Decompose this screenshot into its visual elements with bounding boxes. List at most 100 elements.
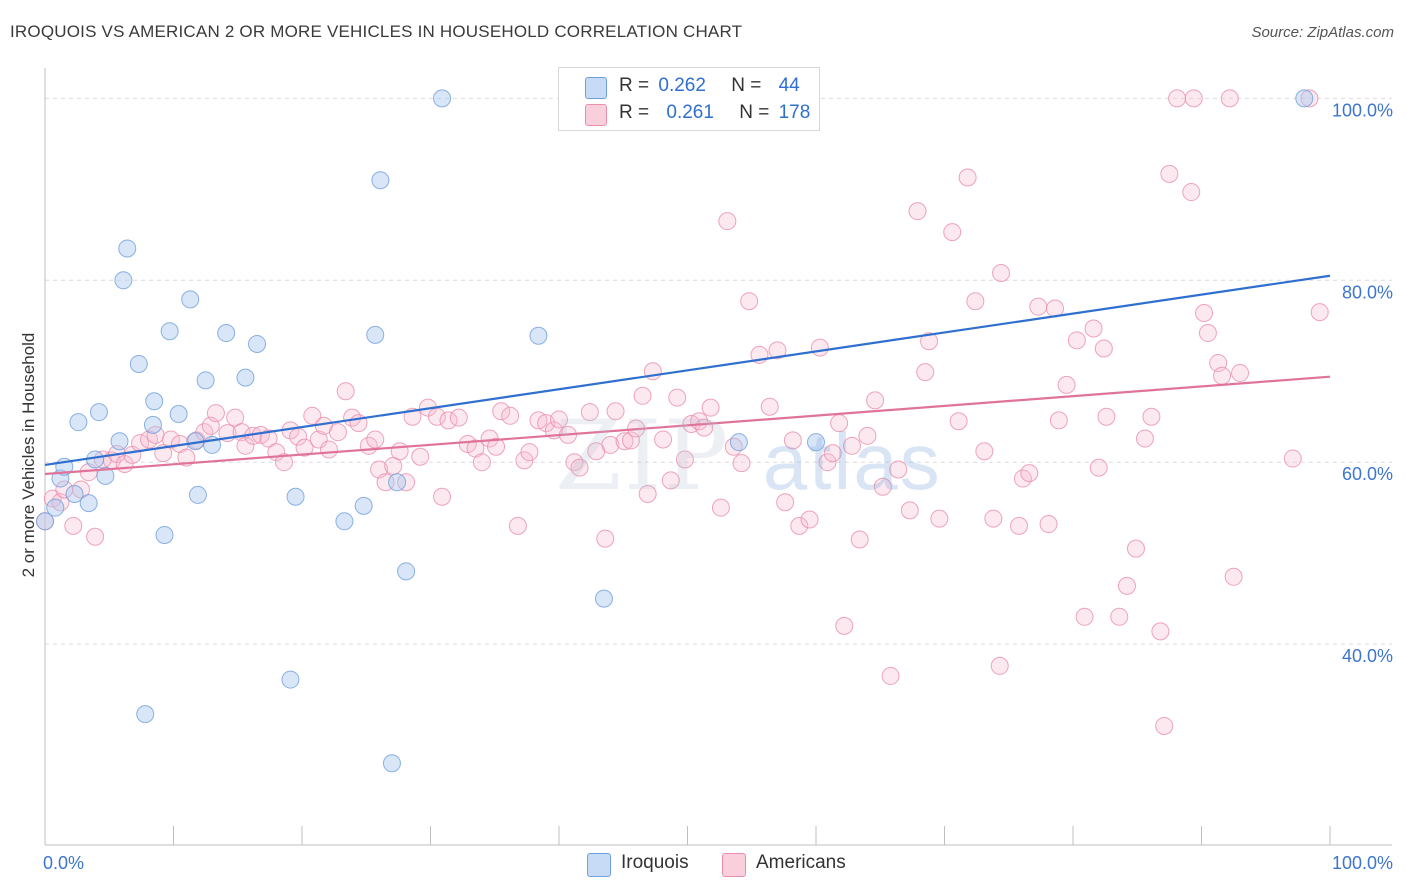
americans-point [472,453,491,472]
iroquois-point [382,754,401,773]
iroquois-point [51,469,70,488]
americans-point [433,487,452,506]
americans-point [783,431,802,450]
americans-point [711,498,730,517]
chart-title: IROQUOIS VS AMERICAN 2 OR MORE VEHICLES … [10,22,743,41]
americans-point [732,454,751,473]
iroquois-point [371,171,390,190]
americans-point [990,656,1009,675]
americans-point [206,404,225,423]
americans-point [958,168,977,187]
iroquois-point [114,271,133,290]
iroquois-point [160,322,179,341]
americans-point [303,406,322,425]
iroquois-n-label: N = [731,75,762,96]
americans-point [866,391,885,410]
watermark-zip: ZIP [555,400,731,512]
iroquois-r-label: R = [619,75,650,96]
americans-point [336,382,355,401]
iroquois-point [529,326,548,345]
iroquois-point [143,415,162,434]
americans-point [601,435,620,454]
iroquois-point [397,562,416,581]
y-tick-label: 100.0% [1332,100,1393,120]
americans-point [858,426,877,445]
americans-point [550,410,568,429]
americans-n-value: 178 [778,102,811,123]
iroquois-point [69,413,88,432]
iroquois-point [145,392,164,411]
americans-point [1198,324,1217,343]
americans-point [984,509,1003,528]
americans-point [596,529,615,548]
americans-point [492,402,511,421]
americans-point [1168,89,1187,108]
americans-point [1160,164,1179,183]
americans-point [295,438,314,457]
iroquois-point [354,496,373,515]
americans-point [943,223,962,242]
americans-point [654,430,673,449]
americans-point [1224,567,1243,586]
americans-point [1094,339,1113,358]
iroquois-point [388,473,407,492]
americans-point [800,510,819,529]
iroquois-point [129,354,148,373]
americans-point [1010,516,1029,535]
americans-point [508,516,527,535]
americans-point [916,363,935,382]
americans-point [1220,89,1239,108]
americans-point [1089,458,1108,477]
iroquois-point [594,589,613,608]
iroquois-point [188,485,207,504]
americans-trendline [44,375,1331,476]
americans-point [668,388,687,407]
americans-point [810,338,829,357]
iroquois-point [181,290,200,309]
americans-swatch [585,104,607,126]
americans-point [319,440,338,459]
americans-point [570,458,589,477]
americans-point [930,509,949,528]
americans-point [675,450,694,469]
americans-point [776,493,795,512]
americans-point [411,447,430,466]
americans-point [1075,607,1094,626]
iroquois-point [1295,89,1314,108]
americans-point [718,212,737,231]
iroquois-point [196,371,215,390]
americans-point [790,516,809,535]
iroquois-point [248,334,267,353]
americans-point [881,666,900,685]
americans-point [740,292,759,311]
iroquois-point [96,466,115,485]
americans-point [873,477,892,496]
americans-point [439,411,458,430]
americans-point [1283,449,1302,468]
iroquois-point [286,487,305,506]
americans-point [768,341,787,360]
iroquois-swatch [585,77,607,99]
correlation-legend: R = 0.262 N = 44 R = 0.261 N = 178 [558,67,820,131]
americans-point [275,453,294,472]
americans-point [842,436,861,455]
americans-point [633,386,652,405]
iroquois-point [118,239,137,258]
americans-point [1020,464,1039,483]
americans-point [850,530,869,549]
y-tick-label: 60.0% [1342,464,1393,484]
americans-point [606,402,625,421]
americans-point [1117,576,1136,595]
americans-point [1126,539,1145,558]
americans-point [86,527,105,546]
americans-point [1110,607,1129,626]
americans-point [64,516,83,535]
iroquois-n-value: 44 [778,75,800,96]
americans-point [760,397,779,416]
y-tick-label: 80.0% [1342,282,1393,302]
americans-point [501,406,520,425]
iroquois-point [36,512,54,531]
americans-point [580,403,599,422]
iroquois-point [281,670,300,689]
iroquois-point [335,512,354,531]
